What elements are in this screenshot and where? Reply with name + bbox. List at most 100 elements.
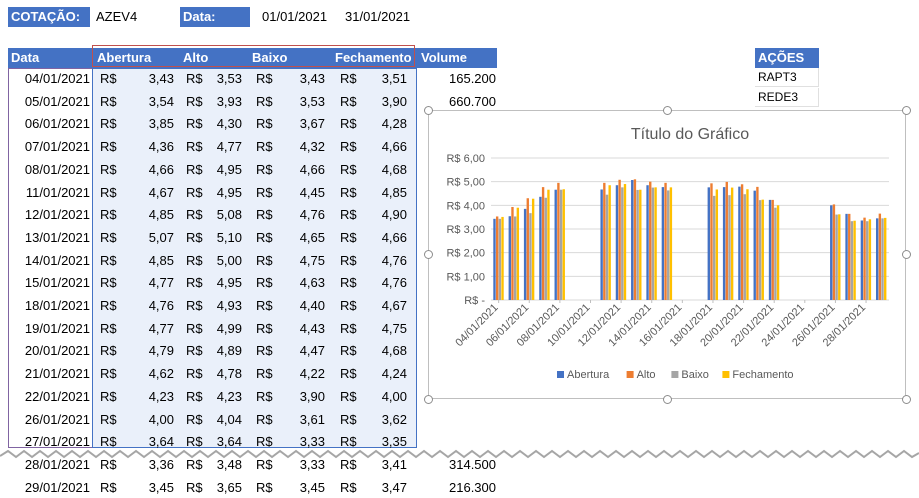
cell-currency[interactable]: R$ [340, 366, 357, 382]
cell-currency[interactable]: R$ [340, 207, 357, 223]
cell-abertura[interactable]: 4,67 [148, 184, 174, 200]
cell-currency[interactable]: R$ [100, 139, 117, 155]
cell-abertura[interactable]: 3,45 [148, 479, 174, 495]
resize-handle[interactable] [424, 106, 433, 115]
cell-currency[interactable]: R$ [100, 343, 117, 359]
cell-alto[interactable]: 4,77 [216, 139, 242, 155]
date-end[interactable]: 31/01/2021 [345, 9, 411, 24]
cell-currency[interactable]: R$ [186, 161, 203, 177]
cell-date[interactable]: 08/01/2021 [24, 161, 90, 177]
cell-currency[interactable]: R$ [186, 275, 203, 291]
cell-currency[interactable]: R$ [186, 207, 203, 223]
cell-baixo[interactable]: 3,33 [299, 434, 325, 450]
cell-fechamento[interactable]: 4,76 [381, 252, 407, 268]
cell-currency[interactable]: R$ [340, 161, 357, 177]
cell-currency[interactable]: R$ [186, 479, 203, 495]
cell-alto[interactable]: 4,30 [216, 116, 242, 132]
cell-baixo[interactable]: 4,40 [299, 298, 325, 313]
cell-currency[interactable]: R$ [100, 275, 117, 291]
cell-date[interactable]: 11/01/2021 [25, 184, 90, 200]
cell-fechamento[interactable]: 4,66 [381, 139, 407, 155]
cell-currency[interactable]: R$ [100, 320, 117, 336]
cell-date[interactable]: 21/01/2021 [24, 366, 90, 382]
cell-currency[interactable]: R$ [256, 161, 273, 177]
cell-fechamento[interactable]: 3,62 [381, 411, 407, 427]
cell-abertura[interactable]: 3,54 [148, 93, 174, 109]
cell-date[interactable]: 26/01/2021 [24, 411, 90, 427]
cell-baixo[interactable]: 4,47 [299, 343, 325, 359]
resize-handle[interactable] [663, 395, 672, 404]
cell-abertura[interactable]: 3,85 [148, 116, 174, 132]
cell-currency[interactable]: R$ [100, 252, 117, 268]
ticker-value[interactable]: AZEV4 [96, 9, 138, 24]
cell-currency[interactable]: R$ [100, 161, 117, 177]
cell-baixo[interactable]: 3,45 [299, 479, 325, 495]
cell-date[interactable]: 14/01/2021 [24, 252, 90, 268]
cell-currency[interactable]: R$ [256, 93, 273, 109]
cell-date[interactable]: 05/01/2021 [24, 93, 90, 109]
cell-date[interactable]: 07/01/2021 [24, 139, 90, 155]
cell-alto[interactable]: 4,04 [216, 411, 242, 427]
cell-currency[interactable]: R$ [256, 184, 273, 200]
cell-currency[interactable]: R$ [340, 343, 357, 359]
cell-currency[interactable]: R$ [100, 184, 117, 200]
cell-fechamento[interactable]: 4,66 [381, 229, 407, 245]
cell-date[interactable]: 13/01/2021 [24, 229, 90, 245]
cell-baixo[interactable]: 3,61 [299, 411, 325, 427]
cell-fechamento[interactable]: 3,90 [381, 93, 407, 109]
cell-abertura[interactable]: 4,85 [148, 252, 174, 268]
cell-fechamento[interactable]: 4,68 [381, 343, 407, 359]
cell-alto[interactable]: 3,93 [216, 93, 242, 109]
cell-fechamento[interactable]: 4,85 [381, 184, 407, 200]
cell-baixo[interactable]: 4,45 [299, 184, 325, 200]
cell-currency[interactable]: R$ [256, 343, 273, 359]
cell-currency[interactable]: R$ [100, 366, 117, 382]
cell-currency[interactable]: R$ [340, 298, 357, 313]
cell-fechamento[interactable]: 4,76 [381, 275, 407, 291]
cell-currency[interactable]: R$ [256, 139, 273, 155]
cell-alto[interactable]: 5,10 [216, 229, 242, 245]
cell-volume[interactable]: 165.200 [449, 71, 496, 86]
cell-currency[interactable]: R$ [186, 411, 203, 427]
cell-currency[interactable]: R$ [256, 298, 273, 313]
cell-date[interactable]: 20/01/2021 [24, 343, 90, 359]
cell-currency[interactable]: R$ [256, 411, 273, 427]
cell-fechamento[interactable]: 4,90 [381, 207, 407, 223]
cell-currency[interactable]: R$ [186, 366, 203, 382]
cell-baixo[interactable]: 3,67 [299, 116, 325, 132]
cell-date[interactable]: 27/01/2021 [24, 434, 90, 450]
resize-handle[interactable] [424, 250, 433, 259]
cell-alto[interactable]: 4,95 [216, 275, 242, 291]
cell-currency[interactable]: R$ [340, 479, 357, 495]
cell-abertura[interactable]: 4,62 [148, 366, 174, 382]
cell-fechamento[interactable]: 3,35 [381, 434, 407, 450]
cell-currency[interactable]: R$ [340, 411, 357, 427]
cell-currency[interactable]: R$ [256, 388, 273, 404]
cell-currency[interactable]: R$ [340, 71, 357, 86]
cell-currency[interactable]: R$ [256, 71, 273, 86]
cell-currency[interactable]: R$ [256, 275, 273, 291]
cell-abertura[interactable]: 4,77 [148, 320, 174, 336]
cell-fechamento[interactable]: 4,75 [381, 320, 407, 336]
date-start[interactable]: 01/01/2021 [262, 9, 328, 24]
cell-volume[interactable]: 216.300 [449, 479, 496, 495]
cell-alto[interactable]: 4,78 [216, 366, 242, 382]
cell-fechamento[interactable]: 3,51 [381, 71, 407, 86]
cell-currency[interactable]: R$ [186, 252, 203, 268]
cell-volume[interactable]: 660.700 [449, 93, 496, 109]
cell-currency[interactable]: R$ [256, 116, 273, 132]
cell-abertura[interactable]: 5,07 [148, 229, 174, 245]
cell-currency[interactable]: R$ [340, 252, 357, 268]
cell-date[interactable]: 06/01/2021 [24, 116, 90, 132]
cell-date[interactable]: 22/01/2021 [24, 388, 90, 404]
cell-abertura[interactable]: 4,00 [148, 411, 174, 427]
cell-alto[interactable]: 4,99 [216, 320, 242, 336]
cell-alto[interactable]: 4,95 [216, 161, 242, 177]
cell-baixo[interactable]: 3,90 [299, 388, 325, 404]
cell-baixo[interactable]: 4,63 [299, 275, 325, 291]
chart-container[interactable]: Título do Gráfico R$ - R$ 1,00 R$ 2,00 R$ 3,… [428, 110, 906, 399]
cell-currency[interactable]: R$ [186, 343, 203, 359]
cell-currency[interactable]: R$ [256, 229, 273, 245]
cell-currency[interactable]: R$ [100, 229, 117, 245]
cell-fechamento[interactable]: 4,67 [381, 298, 407, 313]
